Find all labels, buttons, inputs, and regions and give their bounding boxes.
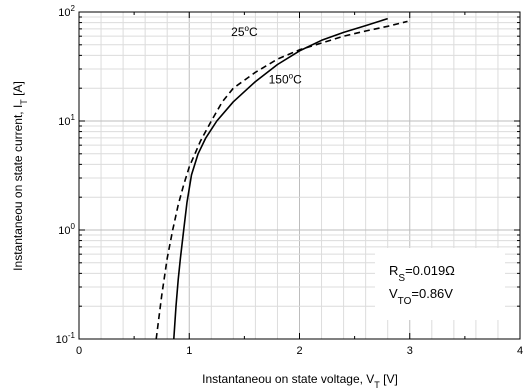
y-axis-title: Instantaneou on state current, IT [A] xyxy=(11,81,29,271)
x-tick-label: 1 xyxy=(186,345,192,357)
tick-marks xyxy=(78,11,521,340)
y-tick-labels: 10-1 100 101 102 xyxy=(56,4,76,346)
legend-box-frame xyxy=(375,248,505,320)
annotation-label-25: 25oC xyxy=(231,24,258,39)
legend-line-1: RS=0.019Ω xyxy=(389,263,455,284)
y-tick-label: 100 xyxy=(58,222,75,237)
x-tick-label: 2 xyxy=(296,345,302,357)
x-tick-label: 3 xyxy=(407,345,413,357)
y-tick-label: 101 xyxy=(58,113,75,128)
legend-line-2: VTO=0.86V xyxy=(389,286,453,307)
annotations: 25oC 150oC xyxy=(231,24,302,86)
annotation-label-150: 150oC xyxy=(269,72,302,87)
series-line-2 xyxy=(155,20,408,340)
y-tick-label: 10-1 xyxy=(56,331,76,346)
x-tick-label: 0 xyxy=(76,345,82,357)
x-axis-title: Instantaneou on state voltage, VT [V] xyxy=(202,372,398,390)
y-tick-label: 102 xyxy=(58,4,75,19)
x-tick-label: 4 xyxy=(517,345,523,357)
series-line-1 xyxy=(173,17,388,340)
legend-box: RS=0.019Ω VTO=0.86V xyxy=(375,248,505,320)
series-lines xyxy=(155,17,408,340)
x-tick-labels: 0 1 2 3 4 xyxy=(76,345,523,357)
